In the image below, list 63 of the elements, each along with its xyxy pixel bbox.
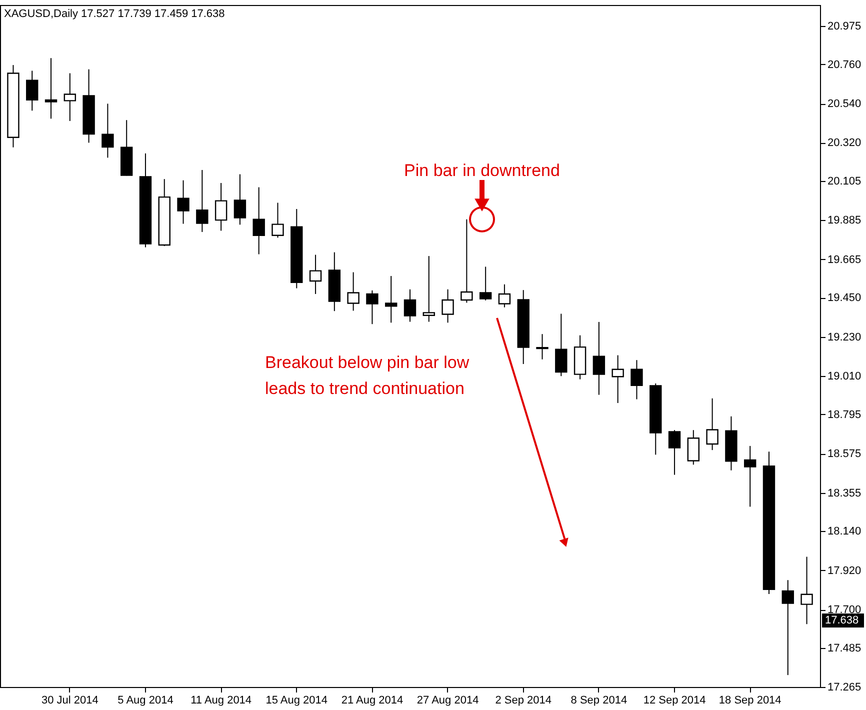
candlestick xyxy=(102,103,114,158)
y-tick-label: 17.265 xyxy=(828,682,862,694)
y-tick-label: 19.885 xyxy=(828,214,862,227)
x-tick-label: 27 Aug 2014 xyxy=(416,694,479,706)
y-tick-label: 20.320 xyxy=(828,137,862,150)
candlestick xyxy=(366,290,378,325)
annotation: Breakout below pin bar low leads to trend continuation xyxy=(265,353,470,398)
x-tick-label: 11 Aug 2014 xyxy=(190,694,252,706)
y-tick-label: 19.010 xyxy=(828,370,862,383)
candlestick xyxy=(498,284,511,308)
candlestick xyxy=(422,256,435,322)
candlestick xyxy=(272,202,284,238)
y-tick-label: 20.540 xyxy=(828,98,862,110)
candlestick xyxy=(404,288,416,322)
y-tick-label: 19.230 xyxy=(828,331,862,344)
annotation: Pin bar in downtrend xyxy=(404,161,560,180)
annotation: 17.638 xyxy=(825,614,859,627)
candlestick xyxy=(44,58,58,120)
y-tick-label: 17.485 xyxy=(828,642,862,654)
y-tick-label: 19.665 xyxy=(828,254,862,266)
x-tick-label: 2 Sep 2014 xyxy=(495,694,552,706)
candlestick xyxy=(536,334,548,360)
candlestick xyxy=(234,174,246,226)
x-tick-label: 5 Aug 2014 xyxy=(118,694,174,706)
candlestick xyxy=(479,266,492,301)
y-tick-label: 20.975 xyxy=(828,20,862,33)
candlestick xyxy=(800,556,813,625)
y-tick-label: 17.920 xyxy=(828,564,862,577)
y-tick-label: 18.795 xyxy=(828,408,862,421)
candlestick xyxy=(385,275,398,324)
x-tick-label: 30 Jul 2014 xyxy=(41,694,98,706)
candlestick xyxy=(177,180,190,224)
candlestick xyxy=(347,272,360,312)
candlestick xyxy=(214,182,228,232)
candlestick xyxy=(630,360,643,400)
x-tick-label: 21 Aug 2014 xyxy=(341,694,404,706)
candlestick xyxy=(64,72,76,122)
candlestick xyxy=(442,288,454,324)
y-tick-label: 19.450 xyxy=(828,292,862,304)
candlestick xyxy=(309,254,322,294)
y-tick-label: 18.355 xyxy=(828,487,862,500)
candlestick xyxy=(668,430,681,476)
y-tick-label: 18.575 xyxy=(828,448,862,460)
x-tick-label: 12 Sep 2014 xyxy=(643,694,706,706)
chart-title: XAGUSD,Daily 17.527 17.739 17.459 17.638 xyxy=(4,8,225,20)
y-tick-label: 20.760 xyxy=(828,58,862,71)
candlestick xyxy=(744,445,756,508)
y-tick-label: 17.700 xyxy=(828,604,862,616)
candlestick xyxy=(706,398,718,451)
y-tick-label: 18.140 xyxy=(828,526,862,538)
x-tick-label: 8 Sep 2014 xyxy=(570,694,628,706)
x-tick-label: 18 Sep 2014 xyxy=(718,694,782,706)
candlestick xyxy=(460,218,473,304)
candlestick xyxy=(687,430,700,466)
candlestick xyxy=(26,70,38,112)
candlestick xyxy=(252,186,265,255)
candlestick xyxy=(196,169,208,232)
candlestick xyxy=(555,313,568,377)
x-tick-label: 15 Aug 2014 xyxy=(266,694,328,706)
candlestick xyxy=(592,321,606,396)
candlestick xyxy=(782,580,794,676)
y-tick-label: 20.105 xyxy=(828,176,862,188)
candlestick xyxy=(612,354,624,404)
